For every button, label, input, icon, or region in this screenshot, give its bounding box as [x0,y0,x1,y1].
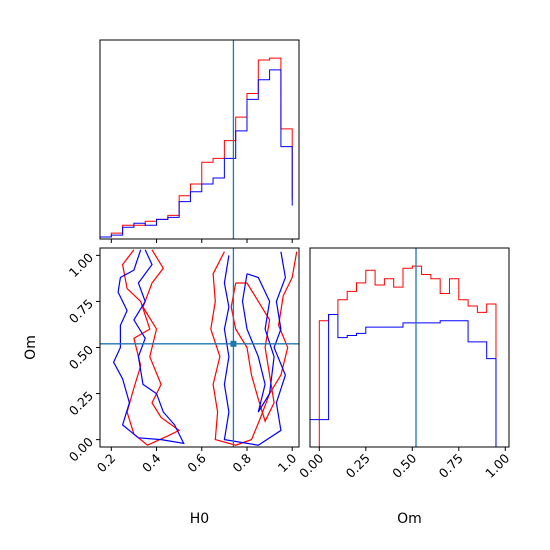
contour-H0-Om-blue-contour-0 [112,249,185,445]
contour-H0-Om-blue-contour-2 [241,273,275,413]
chart-marks [100,40,506,447]
contour-H0-Om-red-contour-2 [230,282,275,423]
hist-Om-xlabel: Om [397,511,422,527]
hist-Om-panel [310,248,506,447]
contour-H0-Om-red-contour-0 [121,249,181,446]
contour-H0-Om-ylabel: Om [23,335,39,360]
contour-H0-Om-blue-contour-1 [223,251,287,446]
hist-H0-frame [99,39,300,240]
hist-Om-frame [309,247,510,448]
hist-H0-blue-histogram-line [100,69,293,239]
hist-Om-blue-histogram-line [310,313,506,447]
hist-H0-red-histogram-line [100,57,293,239]
hist-Om-red-histogram-line [310,265,506,447]
hist-H0-panel [100,40,293,239]
contour-H0-Om-panel [100,248,299,447]
axes-frames [96,39,510,451]
contour-H0-Om-truth-marker [230,340,237,347]
contour-H0-Om-xlabel: H0 [190,511,209,527]
